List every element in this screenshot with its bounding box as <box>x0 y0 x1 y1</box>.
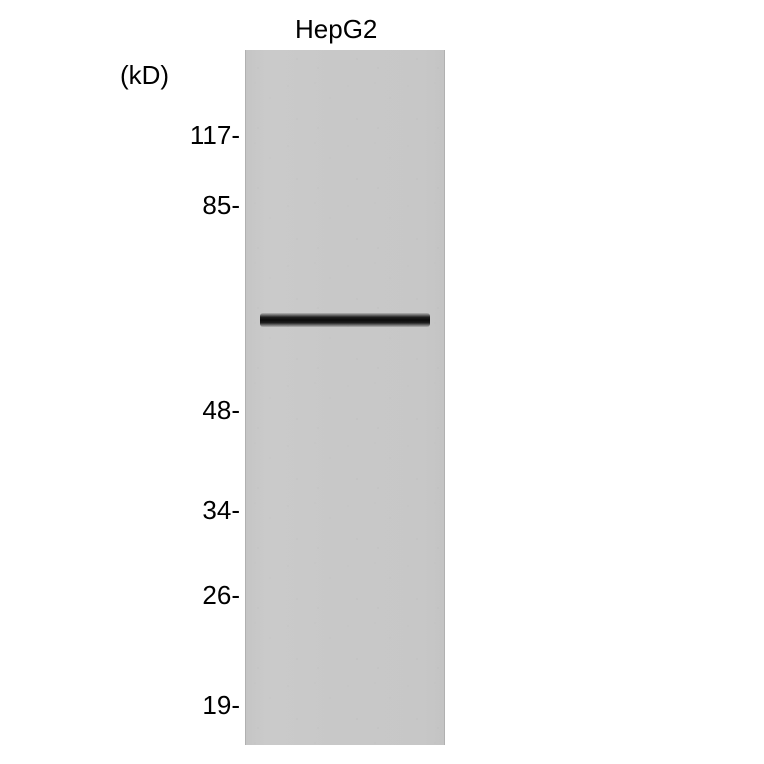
marker-26: 26- <box>160 580 240 611</box>
lane-texture <box>246 50 444 745</box>
marker-85: 85- <box>160 190 240 221</box>
marker-48: 48- <box>160 395 240 426</box>
blot-lane <box>245 50 445 745</box>
marker-34: 34- <box>160 495 240 526</box>
marker-19: 19- <box>160 690 240 721</box>
marker-117: 117- <box>160 120 240 151</box>
unit-label: (kD) <box>120 60 169 91</box>
protein-band <box>260 313 430 327</box>
lane-label-hepg2: HepG2 <box>295 14 377 45</box>
western-blot-container: (kD) HepG2 117- 85- 48- 34- 26- 19- <box>0 0 764 764</box>
